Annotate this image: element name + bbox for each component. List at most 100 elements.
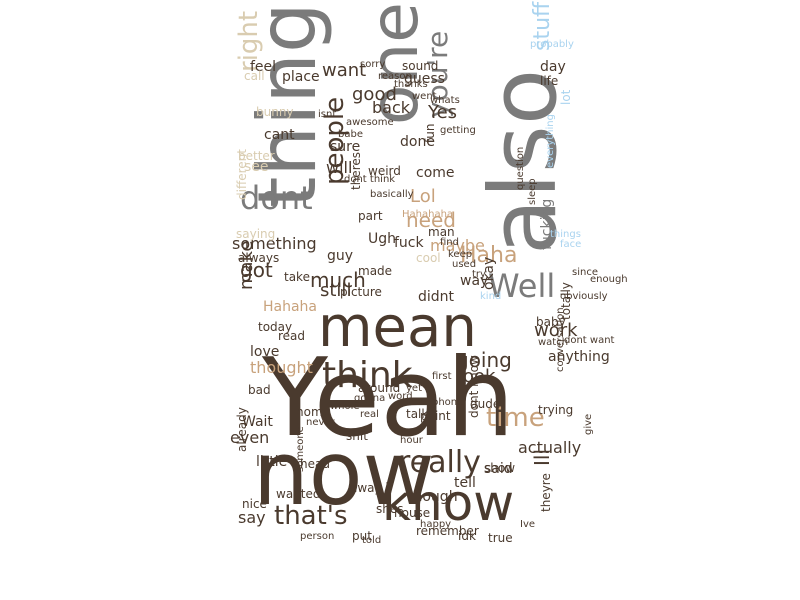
cloud-word: much (310, 268, 366, 292)
cloud-word: trying (538, 403, 574, 417)
cloud-word: will (326, 158, 353, 177)
cloud-word: Wait (242, 414, 273, 430)
cloud-word: look (458, 366, 496, 387)
cloud-word: day (540, 59, 566, 75)
cloud-word: away (350, 481, 382, 495)
cloud-word: think (322, 355, 413, 396)
cloud-word: show (484, 461, 516, 475)
cloud-word: basically (370, 189, 414, 200)
cloud-word: said (484, 461, 513, 477)
cloud-word: weird (368, 164, 401, 178)
cloud-word: true (488, 531, 513, 545)
cloud-word: phone (432, 397, 464, 408)
cloud-word: Lol (410, 186, 436, 207)
cloud-word: nice (242, 497, 267, 511)
cloud-word: see (244, 159, 269, 175)
cloud-word: find (440, 237, 459, 248)
cloud-word: little (256, 454, 288, 470)
cloud-word: home (296, 405, 331, 419)
cloud-word: today (258, 320, 293, 334)
cloud-word: still (320, 280, 352, 301)
cloud-word: need (406, 208, 456, 232)
cloud-word: take (284, 270, 310, 284)
cloud-word: house (394, 506, 431, 520)
cloud-word: remember (416, 524, 479, 538)
cloud-word: fuck (394, 235, 424, 251)
cloud-word: sorry (360, 59, 386, 70)
cloud-word: yet (406, 383, 422, 394)
cloud-word: real (360, 409, 379, 420)
cloud-word: mean (318, 295, 477, 360)
cloud-word: work (534, 320, 578, 341)
cloud-word: sound (402, 59, 439, 73)
cloud-word: sure (330, 139, 361, 155)
cloud-word: babe (338, 129, 363, 140)
cloud-word: baby (536, 315, 566, 329)
cloud-word: sleep (527, 178, 538, 205)
cloud-word: part (358, 209, 383, 223)
cloud-word: guy (327, 248, 354, 264)
cloud-word: keep (448, 249, 473, 260)
cloud-word: call (244, 69, 265, 83)
cloud-word: went (412, 91, 437, 102)
cloud-word: Ugh (368, 231, 397, 247)
cloud-word: talk (406, 407, 429, 421)
cloud-word: bad (248, 383, 271, 397)
cloud-word: picture (340, 285, 382, 299)
cloud-word: face (560, 239, 582, 250)
cloud-word: read (278, 329, 306, 343)
cloud-word: dude (470, 397, 501, 411)
cloud-word: saying (236, 227, 276, 241)
cloud-word: question (515, 146, 526, 190)
cloud-word: someone (295, 426, 306, 472)
cloud-word: didnt (418, 289, 455, 305)
cloud-word: fucking (539, 198, 555, 250)
cloud-word: Yeah (262, 336, 515, 461)
cloud-word: around (358, 381, 401, 395)
cloud-word: person (300, 531, 335, 542)
cloud-word: dont (240, 179, 313, 217)
cloud-word: try (472, 269, 486, 280)
cloud-word: life (540, 74, 559, 88)
cloud-word: since (572, 267, 598, 278)
cloud-word: even (230, 428, 270, 447)
cloud-word: know (382, 474, 515, 532)
cloud-word: made (358, 264, 393, 278)
cloud-word: whole (330, 401, 360, 412)
cloud-word: awesome (346, 117, 394, 128)
cloud-word: Yes (428, 102, 458, 123)
cloud-word: got (240, 258, 273, 282)
cloud-word: Hahaha (263, 299, 318, 315)
cloud-word: always (238, 251, 280, 265)
cloud-word: first (432, 371, 452, 382)
cloud-word: dont think (344, 174, 396, 185)
cloud-word: watch (538, 337, 569, 348)
cloud-word: everything (545, 114, 556, 168)
cloud-word: going (456, 348, 512, 372)
cloud-word: used (452, 259, 477, 270)
cloud-word: place (282, 69, 320, 85)
cloud-word: good (352, 84, 397, 105)
cloud-word: something (232, 234, 317, 253)
cloud-word: thanks (394, 79, 428, 90)
cloud-word: things (550, 229, 581, 240)
cloud-word: point (420, 409, 451, 423)
cloud-word: whats (430, 95, 460, 106)
cloud-word: idea (402, 397, 424, 408)
cloud-word: word (388, 391, 413, 402)
cloud-word: idk (458, 529, 476, 543)
cloud-word: though (408, 489, 458, 505)
cloud-word: wanted (276, 487, 321, 501)
cloud-word: Well (488, 267, 556, 305)
cloud-word: give (583, 413, 594, 435)
cloud-word: isnt (318, 109, 337, 120)
cloud-word: getting (440, 125, 476, 136)
cloud-word: reason (378, 71, 412, 82)
cloud-word: time (486, 403, 545, 433)
cloud-word: Ive (520, 519, 536, 530)
cloud-word: hour (400, 435, 423, 446)
cloud-word: never (306, 417, 335, 428)
cloud-word: come (416, 165, 455, 181)
cloud-word: dont want (564, 335, 615, 346)
cloud-word: now (253, 422, 435, 525)
